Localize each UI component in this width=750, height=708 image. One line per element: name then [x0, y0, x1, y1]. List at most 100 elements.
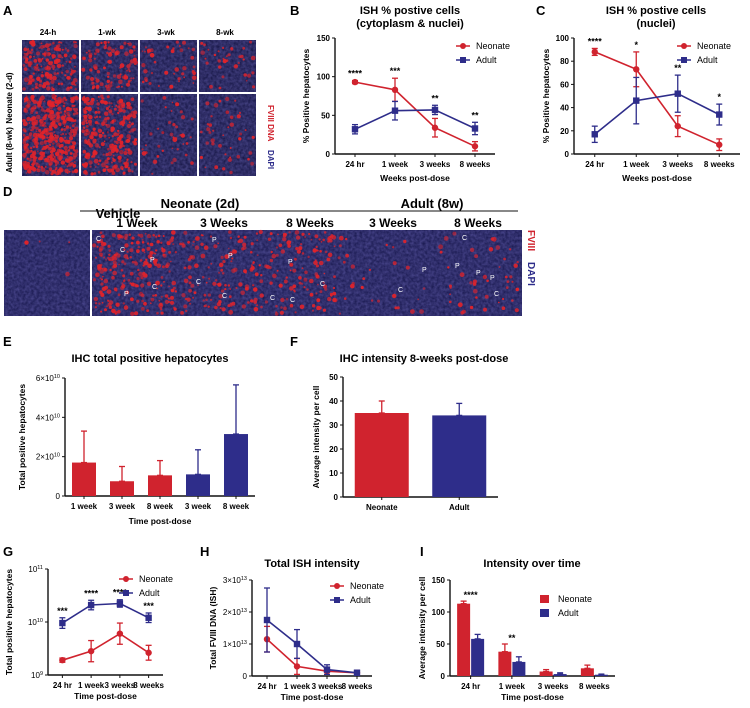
micrograph-a-r1-c0-signal — [26, 149, 31, 154]
micrograph-a-r1-c1-signal — [89, 100, 94, 106]
micrograph-a-r1-c1-signal — [94, 120, 99, 125]
micrograph-d-c3-signal — [265, 264, 270, 269]
micrograph-a-r1-c1-signal — [119, 143, 124, 148]
micrograph-d-c2-signal — [218, 294, 223, 299]
micrograph-d-c3-signal — [315, 264, 319, 268]
micrograph-a-r1-c3-signal — [239, 132, 243, 136]
micrograph-d-c3-signal — [296, 249, 301, 254]
y-tick-label: 3×1013 — [223, 576, 247, 585]
micrograph-d-c1-signal — [146, 309, 150, 313]
micrograph-d-c3-signal — [275, 253, 279, 257]
micrograph-a-r0-c1-signal — [112, 74, 117, 78]
significance-label: *** — [390, 66, 401, 76]
micrograph-d-c3-signal — [315, 292, 318, 295]
micrograph-d-c1-signal — [153, 258, 158, 263]
micrograph-d-c1-signal — [136, 299, 140, 303]
micrograph-a-r0-c3-signal — [218, 86, 222, 90]
micrograph-d-c5-signal — [474, 254, 479, 259]
micrograph-a-r1-c0-signal — [61, 132, 65, 136]
micrograph-a-r1-c1-signal — [111, 143, 114, 146]
legend-label: Adult — [697, 55, 718, 65]
micrograph-a-r0-c1-signal — [128, 62, 132, 66]
x-tick-label: 8 weeks — [579, 682, 610, 691]
micrograph-a-r0-c2-signal — [141, 80, 145, 84]
micrograph-d-c1-signal — [100, 267, 103, 270]
micrograph-d-c2-signal — [250, 299, 254, 303]
micrograph-d-c2-signal — [260, 274, 263, 277]
micrograph-a-r1-c0-signal — [41, 148, 44, 151]
micrograph-a-r1-c1-signal — [88, 160, 93, 165]
micrograph-d-c1-signal — [100, 292, 104, 296]
micrograph-d-c1-signal — [154, 262, 158, 266]
micrograph-a-r1-c1-signal — [95, 166, 97, 168]
micrograph-a-r0-c3-signal — [226, 55, 228, 57]
micrograph-d-c2-signal — [209, 235, 213, 238]
micrograph-a-r0-c1-signal — [100, 41, 103, 45]
micrograph-a-r0-c0-signal — [65, 60, 68, 63]
series-line-adult — [594, 92, 720, 135]
micrograph-a-r1-c0-signal — [49, 132, 54, 136]
micrograph-d-c2-signal — [259, 293, 264, 298]
micrograph-d-c3-signal — [313, 260, 318, 266]
point-adult — [351, 126, 359, 133]
micrograph-a-r0-c0-signal — [66, 49, 70, 52]
micrograph-a-r1-c0-signal — [39, 122, 44, 127]
micrograph-d-c1-signal — [155, 249, 158, 252]
micrograph-d-marker-3: P — [288, 259, 293, 266]
micrograph-d-c4-signal — [422, 287, 426, 290]
micrograph-a-r1-c0-signal — [25, 104, 30, 109]
panel-letter-d: D — [3, 184, 12, 199]
micrograph-a-r0-c0-signal — [61, 64, 64, 67]
micrograph-a-r1-c0-signal — [74, 149, 79, 154]
micrograph-a-r1-c1-signal — [97, 128, 103, 133]
x-tick-label: 24 hr — [345, 160, 364, 169]
micrograph-d-c2-signal — [230, 260, 233, 263]
x-tick-label: 24 hr — [257, 682, 276, 691]
point-adult — [87, 601, 95, 609]
micrograph-a-r0-c0-signal — [23, 67, 28, 71]
micrograph-d-c5-signal — [515, 287, 520, 292]
micrograph-a-r0-c1-signal — [127, 68, 130, 71]
micrograph-a-r1-c0-signal — [38, 157, 41, 161]
micrograph-a-r0-c1-signal — [128, 70, 131, 73]
micrograph-a-r1-c1-signal — [101, 121, 106, 126]
micrograph-d-c1-signal — [121, 284, 126, 289]
micrograph-d-c2-signal — [228, 247, 230, 250]
micrograph-d-c2-signal — [197, 284, 200, 286]
micrograph-a-r1-c0-signal — [34, 119, 39, 124]
y-tick-label: 20 — [560, 127, 569, 136]
micrograph-a-r1-c1-signal — [88, 119, 92, 124]
micrograph-d-c2-signal — [241, 304, 247, 309]
micrograph-a-r1-c1-signal — [126, 159, 129, 161]
micrograph-a-r1-c1-signal — [98, 146, 101, 149]
micrograph-a-r1-c0-signal — [64, 136, 67, 139]
micrograph-d-c4-texture — [350, 230, 436, 316]
micrograph-a-r1-c0-signal — [62, 119, 66, 123]
micrograph-d-c1-signal — [157, 234, 161, 238]
micrograph-a-r1-c0-signal — [70, 107, 72, 110]
micrograph-d-c1-signal — [107, 302, 112, 307]
micrograph-a-r1-c0-signal — [50, 156, 53, 159]
micrograph-d-c3-signal — [331, 237, 334, 239]
micrograph-d-c4-signal — [368, 268, 371, 271]
micrograph-a-r1-c0-signal — [55, 104, 58, 107]
micrograph-a-r1-c2-signal — [179, 110, 183, 114]
micrograph-d-marker-4: C — [398, 287, 403, 294]
micrograph-a-r1-c2-signal — [145, 144, 147, 147]
micrograph-d-c1-signal — [160, 311, 164, 315]
micrograph-a-r1-c3-signal — [238, 137, 242, 141]
micrograph-d-c2-signal — [194, 245, 200, 250]
micrograph-a-r0-c0-signal — [50, 79, 55, 84]
micrograph-a-r1-c0-signal — [46, 158, 50, 163]
micrograph-d-c2-signal — [238, 282, 243, 287]
micrograph-a-r0-c0-signal — [30, 48, 34, 52]
micrograph-d-c4-signal — [377, 299, 380, 303]
micrograph-a-r0-c0-signal — [40, 42, 43, 45]
micrograph-a-r1-c2-signal — [157, 127, 160, 130]
micrograph-a-r0-c2-signal — [181, 72, 185, 76]
point-neonate — [59, 656, 66, 664]
micrograph-d-c1-signal — [101, 278, 103, 281]
point-adult — [293, 640, 301, 648]
panel-a-col-1wk: 1-wk — [98, 28, 116, 37]
micrograph-a-r1-c3-signal — [211, 142, 215, 146]
